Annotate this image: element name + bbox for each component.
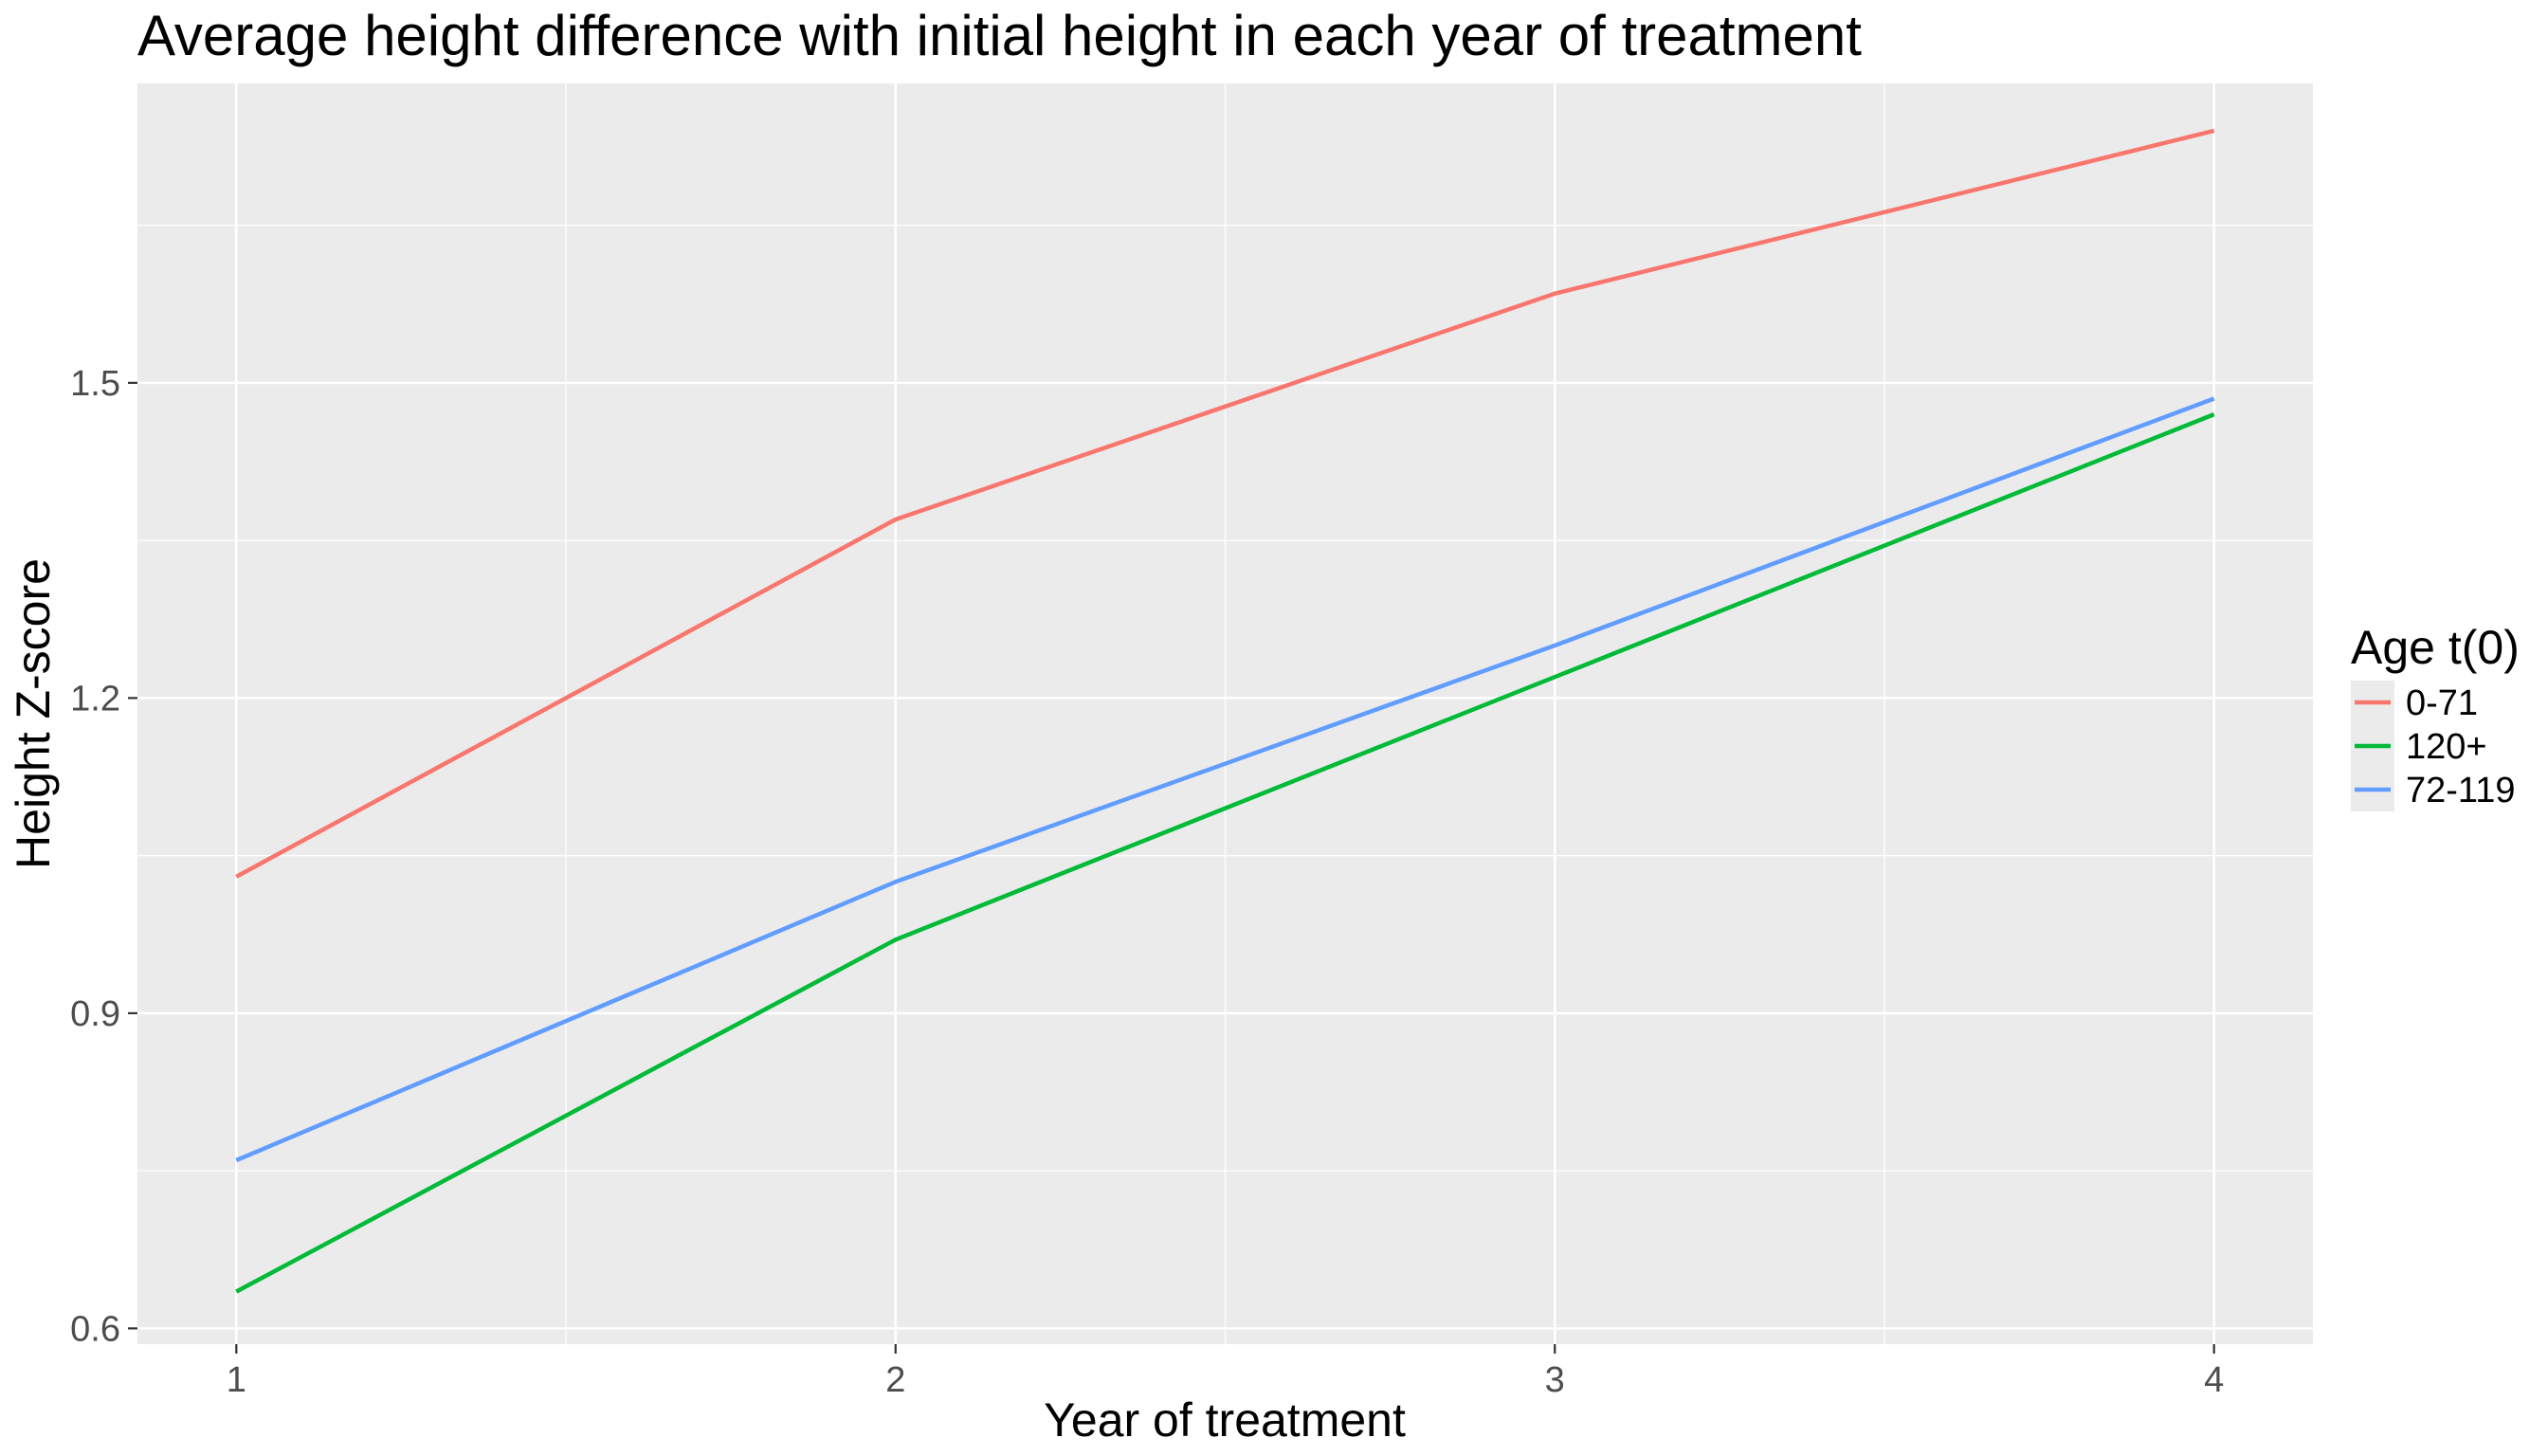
y-tick-label: 1.5: [70, 364, 120, 404]
y-tick-label: 0.6: [70, 1309, 120, 1349]
x-tick-label: 4: [2204, 1360, 2224, 1400]
legend-label: 120+: [2406, 727, 2487, 767]
grid-major: [137, 83, 2313, 1344]
y-axis-title: Height Z-score: [7, 558, 60, 869]
legend-title: Age t(0): [2351, 621, 2520, 674]
y-axis: 0.6 0.9 1.2 1.5: [70, 364, 137, 1349]
x-tick-label: 2: [885, 1360, 905, 1400]
legend-item: 0-71: [2351, 681, 2478, 724]
y-tick-label: 1.2: [70, 679, 120, 719]
x-axis: 1 2 3 4: [227, 1344, 2224, 1400]
series-layer: [235, 128, 2215, 1294]
y-tick-label: 0.9: [70, 994, 120, 1034]
x-tick-label: 1: [227, 1360, 246, 1400]
grid-minor: [137, 83, 2313, 1344]
legend-item: 72-119: [2351, 768, 2516, 811]
x-axis-title: Year of treatment: [1044, 1393, 1406, 1447]
chart-title: Average height difference with initial h…: [137, 4, 1862, 67]
legend-item: 120+: [2351, 724, 2487, 768]
legend-label: 0-71: [2406, 683, 2478, 723]
legend-label: 72-119: [2406, 771, 2516, 810]
x-tick-label: 3: [1545, 1360, 1565, 1400]
series-line-0-71: [235, 128, 2215, 879]
series-line-72-119: [235, 396, 2215, 1163]
series-line-120+: [235, 412, 2215, 1294]
